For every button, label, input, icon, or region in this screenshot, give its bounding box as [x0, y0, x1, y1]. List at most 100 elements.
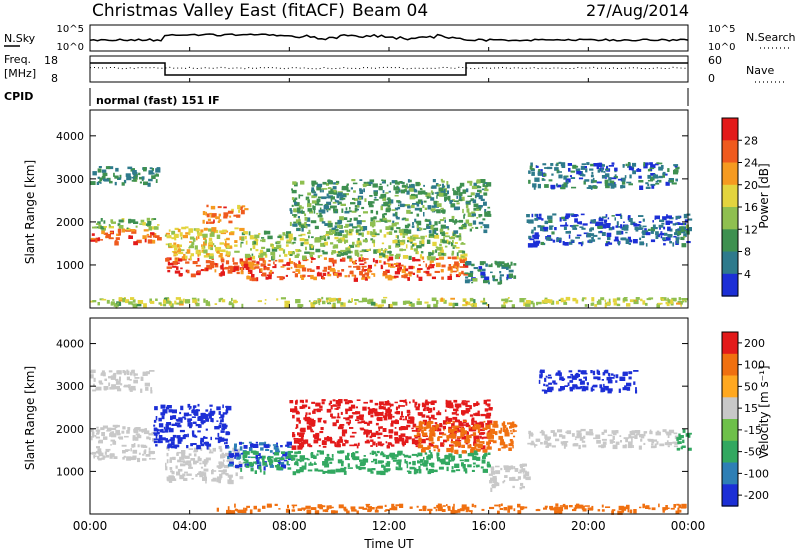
velocity-cell — [446, 504, 448, 506]
velocity-cell — [377, 441, 382, 444]
power-cell — [580, 165, 586, 170]
power-cell — [604, 173, 610, 178]
velocity-cell — [499, 508, 504, 510]
velocity-cell — [387, 407, 391, 410]
nave-tick-low: 0 — [708, 72, 715, 85]
velocity-cell — [402, 418, 405, 421]
power-cell — [229, 215, 232, 218]
velocity-cell — [416, 432, 420, 436]
power-cell — [435, 249, 438, 253]
power-cell — [426, 196, 430, 199]
velocity-cell — [235, 464, 240, 469]
power-cell — [332, 189, 337, 193]
velocity-cell — [498, 435, 504, 440]
velocity-cell — [349, 427, 354, 429]
power-cell — [358, 232, 363, 236]
velocity-cell — [454, 425, 460, 428]
velocity-cell — [226, 405, 232, 411]
power-cell — [295, 268, 300, 272]
velocity-cell — [365, 503, 371, 506]
velocity-cell — [492, 431, 497, 434]
power-cell — [328, 181, 333, 184]
power-cell — [346, 220, 352, 223]
power-cell — [425, 263, 428, 268]
velocity-cell — [460, 431, 463, 437]
power-cell — [443, 192, 448, 197]
power-cell — [202, 233, 208, 238]
power-cell — [191, 297, 197, 300]
velocity-cell — [388, 415, 393, 420]
power-cell — [207, 218, 211, 221]
power-cell — [461, 242, 464, 244]
power-cell — [197, 257, 200, 262]
power-cell — [356, 208, 359, 211]
velocity-cell — [265, 464, 268, 467]
velocity-cell — [397, 450, 403, 455]
velocity-cell — [465, 470, 468, 474]
power-cell — [391, 209, 396, 211]
power-cell — [409, 179, 412, 183]
velocity-cell — [257, 508, 261, 512]
velocity-cell — [312, 420, 316, 424]
velocity-cell — [421, 447, 427, 450]
velocity-cell — [513, 466, 516, 470]
power-cell — [114, 241, 119, 246]
velocity-cell — [150, 390, 153, 394]
power-cell — [573, 214, 579, 217]
velocity-cell — [117, 370, 122, 375]
velocity-cell — [189, 424, 192, 429]
power-cell — [649, 167, 655, 170]
power-cell — [336, 251, 340, 254]
power-cell — [533, 240, 535, 244]
velocity-cell — [223, 454, 229, 457]
power-cell — [268, 260, 271, 262]
power-cell — [358, 242, 362, 246]
velocity-cell — [389, 434, 393, 439]
velocity-cell — [108, 382, 111, 386]
power-cell — [310, 303, 314, 308]
velocity-cell — [435, 508, 438, 512]
power-cell — [439, 249, 444, 254]
power-cell — [392, 301, 398, 306]
power-cell — [141, 176, 145, 180]
power-cell — [209, 262, 216, 266]
velocity-cell — [473, 420, 477, 423]
velocity-cell — [208, 412, 214, 416]
power-cell — [654, 227, 658, 230]
velocity-cell — [104, 451, 107, 455]
velocity-cell — [450, 448, 454, 453]
time-tick-label: 16:00 — [471, 519, 506, 533]
velocity-cell — [365, 431, 370, 435]
power-cell — [382, 197, 386, 201]
power-cell — [265, 276, 269, 280]
power-cell — [294, 254, 299, 258]
power-cell — [165, 257, 170, 262]
power-cell — [353, 217, 358, 221]
power-cell — [454, 221, 456, 225]
velocity-cell — [239, 441, 242, 445]
velocity-cell — [239, 446, 243, 451]
power-cell — [597, 237, 601, 240]
power-cell — [247, 256, 252, 261]
velocity-cell — [293, 438, 299, 440]
power-cell — [214, 303, 218, 305]
power-cell — [454, 261, 459, 266]
power-cell — [458, 272, 463, 275]
velocity-cell — [248, 441, 252, 444]
velocity-cell — [443, 443, 445, 446]
power-cell — [209, 253, 214, 257]
velocity-cell — [358, 414, 364, 417]
velocity-cell — [392, 460, 399, 462]
power-cell — [327, 195, 333, 199]
velocity-cell — [155, 416, 158, 421]
power-cell — [423, 270, 426, 273]
power-cell — [92, 226, 98, 229]
velocity-cell — [304, 462, 307, 467]
power-cell — [176, 266, 179, 270]
power-cell — [376, 249, 380, 253]
power-cell — [148, 170, 154, 175]
power-cell — [675, 222, 681, 225]
velocity-cell — [393, 506, 398, 511]
power-cell — [467, 301, 471, 306]
